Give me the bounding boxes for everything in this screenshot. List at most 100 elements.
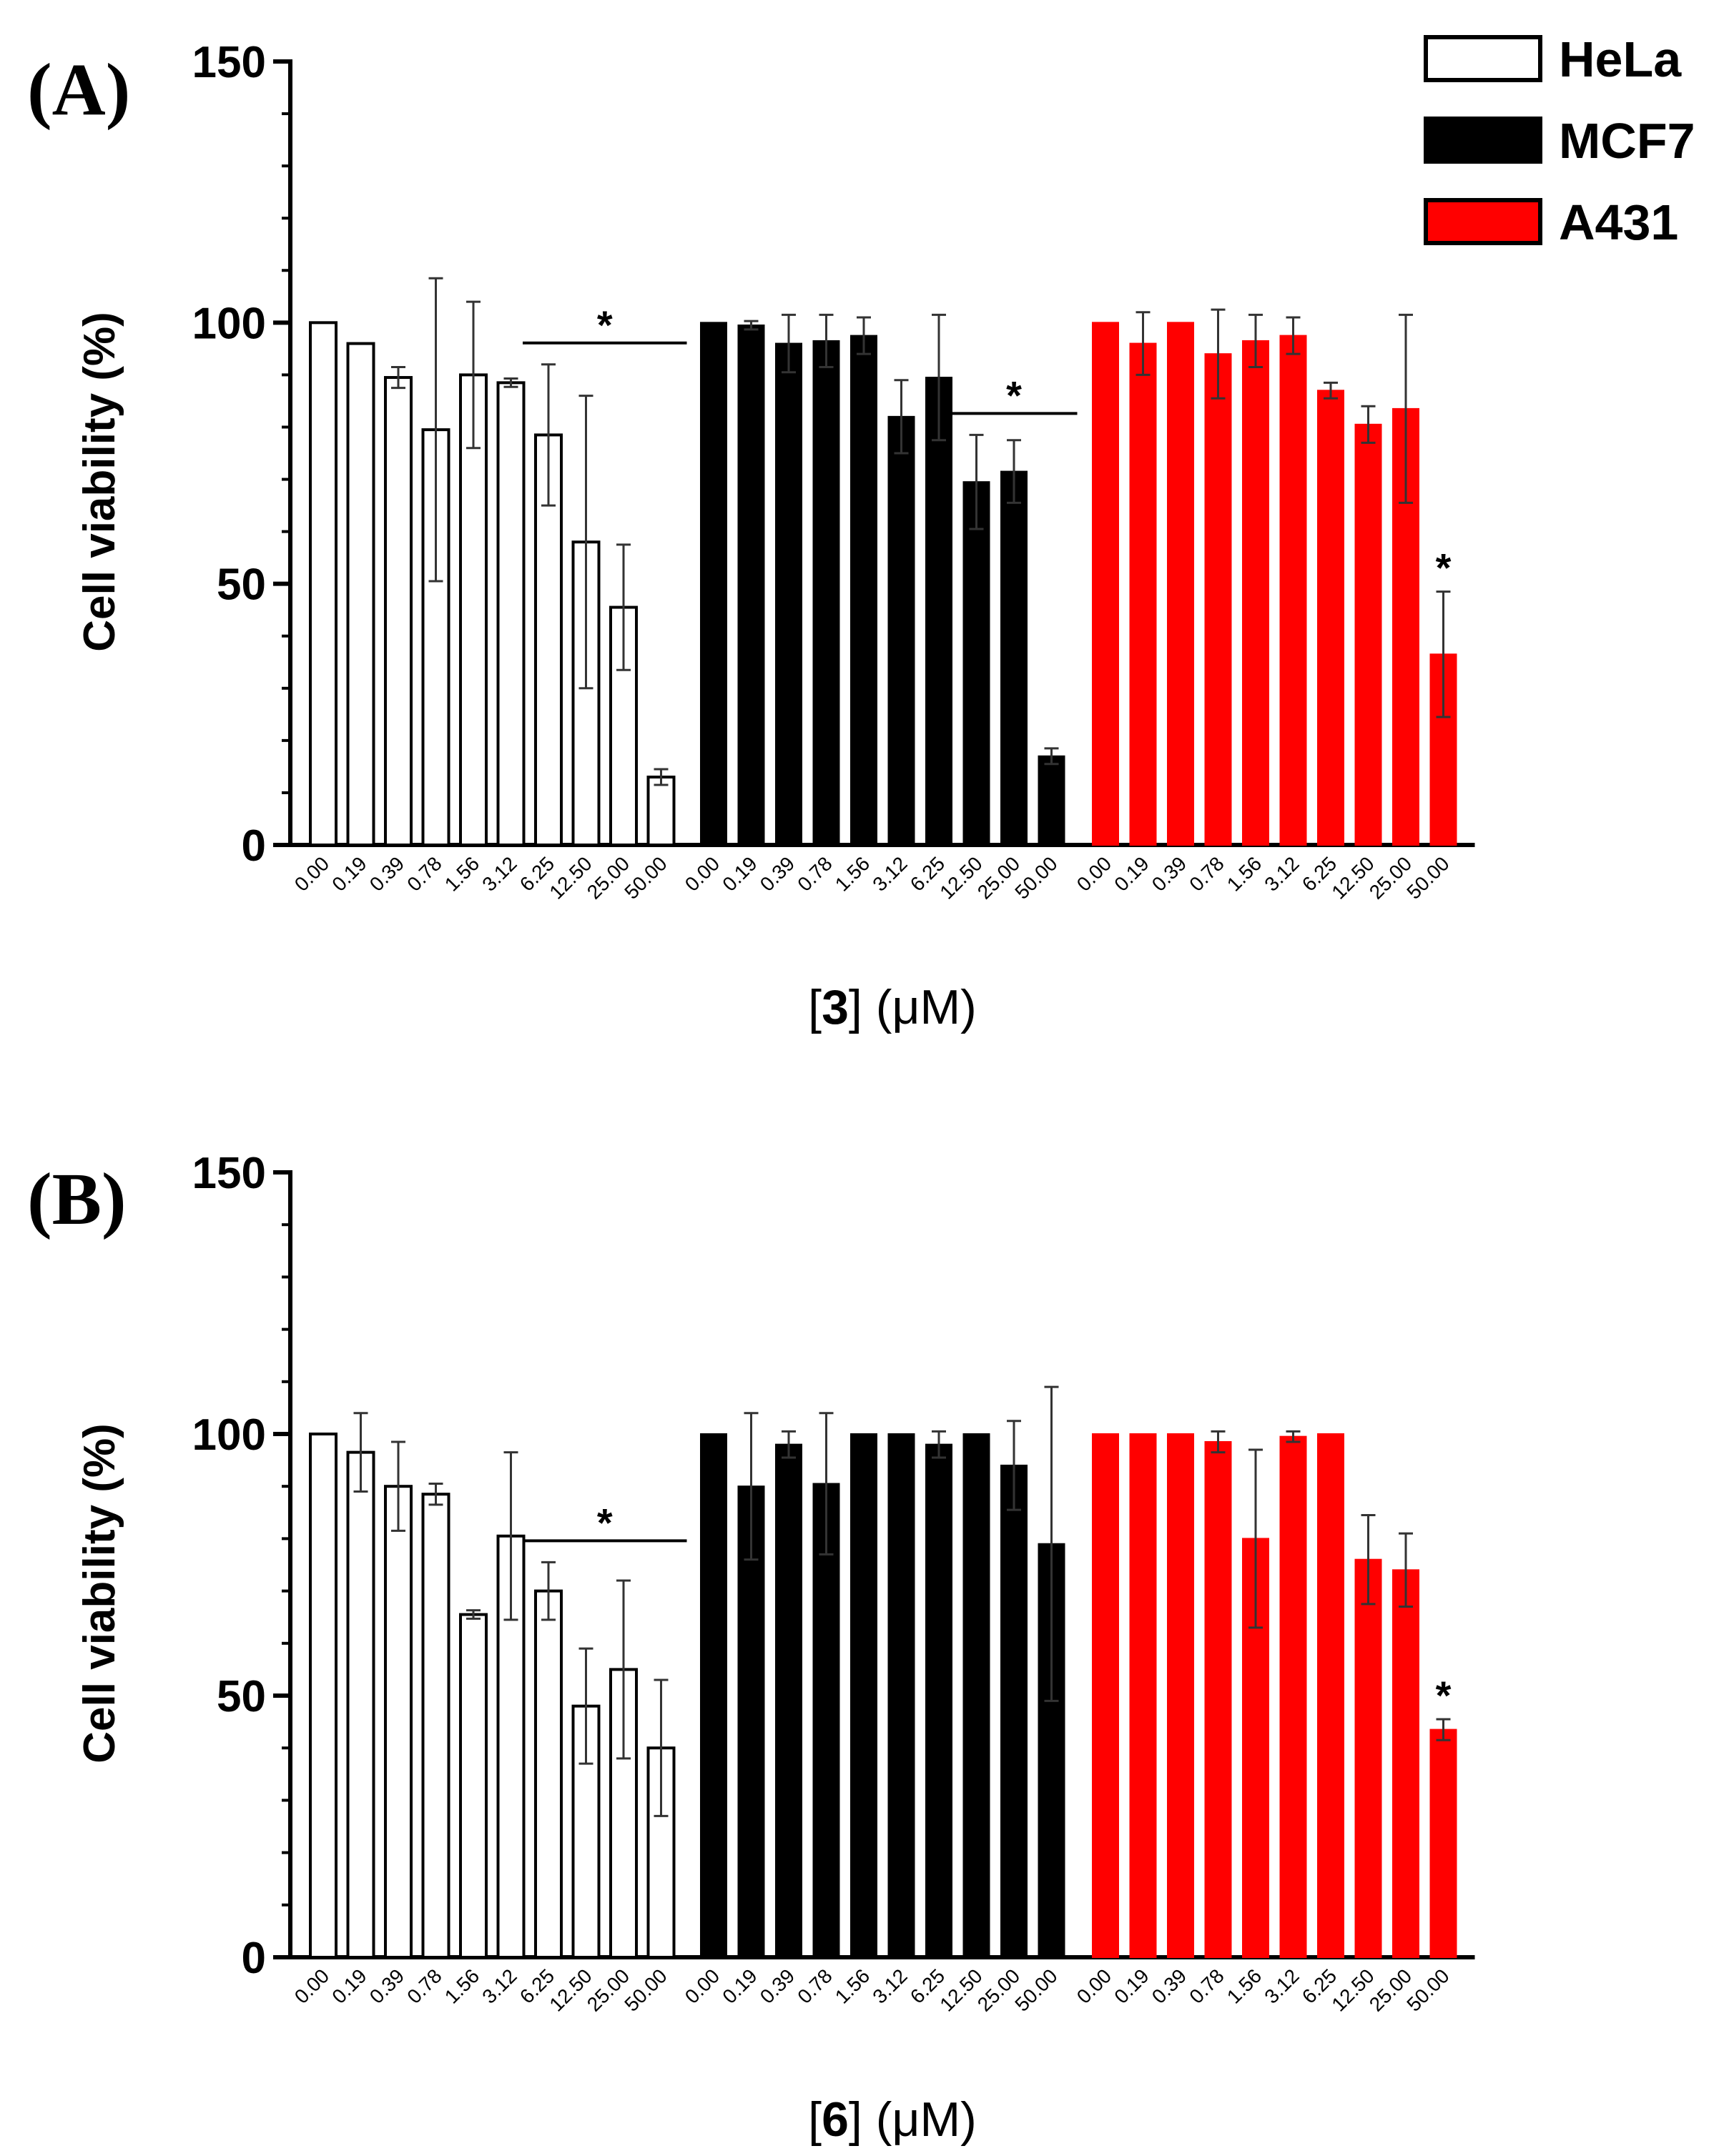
x-tick-label: 3.12 [1260,852,1303,895]
bar-mcf7-12-50 [962,1433,990,1958]
x-tick-label: 50.00 [620,852,671,903]
x-tick-label: 3.12 [868,1964,911,2007]
x-tick-label: 50.00 [1010,852,1061,903]
x-tick-label: 0.00 [290,1964,333,2007]
y-tick-label: 150 [192,38,266,87]
x-tick-label: 0.00 [1073,1964,1115,2007]
x-axis-label-unit: ] (μM) [849,980,977,1034]
legend-swatch-mcf7 [1424,117,1542,164]
bar-mcf7-3-12 [887,415,915,846]
bar-hela-0-00 [309,321,338,847]
x-tick-label: 0.39 [365,852,408,895]
bar-hela-1-56 [459,373,488,846]
bar-mcf7-6-25 [925,1443,952,1958]
x-tick-label: 0.00 [290,852,333,895]
y-tick-label: 50 [217,1672,266,1721]
bar-a431-0-39 [1167,1433,1194,1958]
significance-star: * [1436,1673,1452,1718]
legend-label-hela: HeLa [1559,31,1682,87]
legend-label-a431: A431 [1559,194,1678,250]
x-tick-label: 50.00 [620,1964,671,2015]
x-tick-label: 0.19 [718,852,761,895]
legend-swatch-a431 [1424,198,1542,245]
x-tick-label: 3.12 [478,852,521,895]
x-tick-label: 25.00 [583,1964,634,2015]
x-tick-label: 50.00 [1402,1964,1453,2015]
bar-mcf7-0-78 [812,340,840,846]
y-tick-label: 150 [192,1149,266,1198]
panel-label: (B) [27,1158,127,1240]
legend: HeLa MCF7 A431 [1424,31,1695,250]
x-tick-label: 1.56 [440,852,483,895]
bar-a431-3-12 [1279,335,1307,846]
bar-a431-0-78 [1204,353,1232,846]
bar-hela-1-56 [459,1613,488,1959]
x-tick-label: 3.12 [478,1964,521,2007]
bar-hela-0-19 [346,1450,375,1959]
bar-hela-50-00 [646,776,676,846]
y-tick-label: 100 [192,299,266,348]
legend-swatch-hela [1424,35,1542,82]
bar-a431-50-00 [1429,1729,1457,1959]
x-axis-label-unit: ] (μM) [849,2092,977,2147]
bar-mcf7-0-19 [737,324,765,846]
y-tick-label: 0 [242,821,266,871]
y-tick-label: 50 [217,560,266,610]
bar-a431-6-25 [1317,390,1344,846]
x-axis-label-compound: 6 [822,2092,849,2147]
panel-label: (A) [27,49,130,131]
x-tick-label: 0.39 [756,852,799,895]
bar-a431-6-25 [1317,1433,1344,1958]
bar-hela-0-00 [309,1433,338,1959]
series-mcf7: 0.000.190.390.781.563.126.2512.5025.0050… [681,1385,1065,2016]
legend-label-mcf7: MCF7 [1559,113,1695,169]
x-tick-label: 12.50 [545,1964,596,2015]
x-tick-label: 0.00 [681,852,724,895]
x-tick-label: 50.00 [1010,1964,1061,2015]
x-tick-label: 0.39 [756,1964,799,2007]
bar-mcf7-25-00 [1000,1464,1028,1958]
x-tick-label: 25.00 [583,852,634,903]
x-tick-label: 0.00 [1073,852,1115,895]
y-tick-label: 100 [192,1410,266,1460]
x-tick-label: 0.19 [1110,852,1153,895]
series-a431: 0.000.190.390.781.563.126.2512.5025.0050… [1073,308,1457,904]
x-tick-label: 25.00 [1365,852,1416,903]
x-tick-label: 12.50 [1327,852,1378,903]
bar-hela-6-25 [534,1589,563,1959]
series-hela: 0.000.190.390.781.563.126.2512.5025.0050… [290,1412,676,2016]
bar-a431-0-19 [1129,342,1157,846]
x-tick-label: 0.19 [718,1964,761,2007]
x-tick-label: 3.12 [1260,1964,1303,2007]
bar-mcf7-3-12 [887,1433,915,1958]
bar-mcf7-0-39 [775,1443,802,1958]
y-axis-label: Cell viability (%) [75,312,124,651]
x-tick-label: 0.78 [403,852,445,895]
bar-a431-25-00 [1392,1569,1419,1959]
bar-mcf7-50-00 [1038,1543,1065,1958]
x-tick-label: 12.50 [545,852,596,903]
bar-mcf7-1-56 [850,1433,877,1958]
y-tick-label: 0 [242,1934,266,1983]
x-tick-label: 0.39 [365,1964,408,2007]
bar-a431-1-56 [1242,340,1269,846]
x-tick-label: 0.19 [327,852,370,895]
x-tick-label: 12.50 [1327,1964,1378,2015]
x-tick-label: 1.56 [831,1964,874,2007]
bar-mcf7-0-00 [700,322,727,846]
bar-mcf7-1-56 [850,335,877,846]
bar-a431-0-00 [1092,322,1119,846]
x-tick-label: 25.00 [973,852,1024,903]
bar-a431-0-19 [1129,1433,1157,1958]
bar-hela-3-12 [496,381,526,846]
x-tick-label: 0.78 [793,852,836,895]
x-tick-label: 0.78 [1185,1964,1228,2007]
bar-a431-0-39 [1167,322,1194,846]
x-tick-label: 0.78 [793,1964,836,2007]
x-tick-label: 0.39 [1148,1964,1191,2007]
x-axis-label: [3] (μM) [808,980,977,1034]
x-tick-label: 1.56 [1223,1964,1266,2007]
x-axis-label-open: [ [808,980,822,1034]
